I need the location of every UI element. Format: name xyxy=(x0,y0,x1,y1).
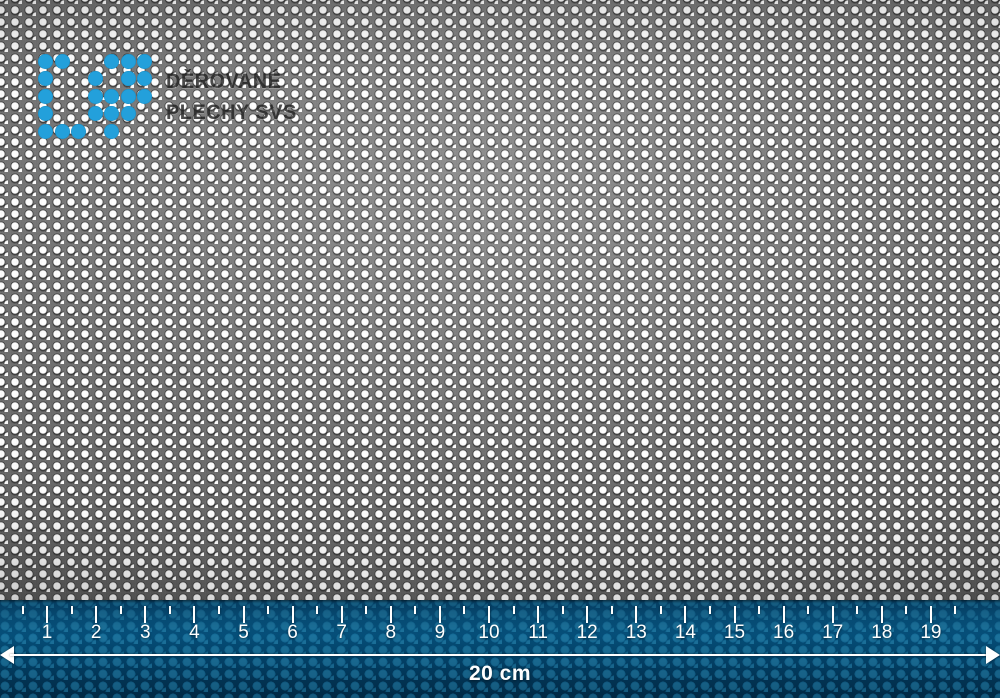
ruler-tick-major xyxy=(880,606,883,623)
logo-dot xyxy=(38,54,53,69)
arrow-left-icon xyxy=(0,646,14,664)
logo-dot xyxy=(120,88,136,104)
ruler-tick-minor xyxy=(267,606,270,614)
logo-dot xyxy=(120,71,136,87)
ruler-tick-label: 5 xyxy=(238,622,249,643)
ruler-tick-major xyxy=(95,606,98,623)
logo-dot xyxy=(54,54,70,69)
ruler-tick-major xyxy=(389,606,392,623)
ruler-tick-minor xyxy=(610,606,613,614)
logo-dot xyxy=(120,106,136,122)
brand-logo-line1: DĚROVANÉ xyxy=(166,70,282,93)
ruler-tick-major xyxy=(438,606,441,623)
ruler-tick-label: 4 xyxy=(189,622,200,643)
ruler-tick-label: 17 xyxy=(822,622,844,643)
ruler-tick-major xyxy=(733,606,736,623)
ruler-tick-minor xyxy=(365,606,368,614)
ruler-tick-minor xyxy=(168,606,171,614)
ruler-tick-major xyxy=(782,606,785,623)
logo-dot xyxy=(87,106,103,122)
ruler-tick-major xyxy=(831,606,834,623)
ruler-tick-label: 8 xyxy=(385,622,397,643)
ruler-tick-major xyxy=(929,606,932,623)
ruler-tick-major xyxy=(586,606,589,623)
logo-dot xyxy=(137,71,152,87)
logo-dot xyxy=(38,106,53,122)
ruler-tick-label: 13 xyxy=(625,622,647,643)
ruler-tick-minor xyxy=(807,606,810,614)
ruler-tick-label: 18 xyxy=(871,622,893,643)
ruler-tick-minor xyxy=(758,606,761,614)
logo-dot xyxy=(104,106,119,122)
ruler-top-edge xyxy=(0,600,1000,603)
ruler-tick-minor xyxy=(217,606,220,614)
ruler-tick-minor xyxy=(954,606,957,614)
ruler-tick-minor xyxy=(708,606,711,614)
ruler-tick-minor xyxy=(659,606,662,614)
measurement-line xyxy=(10,654,990,656)
ruler-tick-minor xyxy=(119,606,122,614)
ruler-tick-major xyxy=(291,606,294,623)
ruler-tick-label: 2 xyxy=(90,622,102,643)
metal-texture-noise xyxy=(0,0,1000,600)
ruler-tick-minor xyxy=(414,606,417,614)
ruler-tick-major xyxy=(242,606,245,623)
logo-dot xyxy=(54,123,70,139)
logo-dot xyxy=(120,54,136,69)
ruler-tick-major xyxy=(488,606,490,623)
logo-dot xyxy=(71,123,86,139)
ruler-tick-label: 7 xyxy=(336,622,347,643)
logo-dot xyxy=(87,71,103,87)
ruler-total-label: 20 cm xyxy=(468,662,532,685)
ruler-tick-major xyxy=(340,606,343,623)
logo-dot xyxy=(87,88,103,104)
ruler-tick-major xyxy=(537,606,540,623)
ruler-tick-minor xyxy=(561,606,564,614)
ruler-tick-minor xyxy=(856,606,859,614)
ruler-tick-label: 6 xyxy=(287,622,298,643)
ruler-tick-label: 16 xyxy=(773,622,795,643)
logo-dot xyxy=(38,71,53,87)
ruler-tick-minor xyxy=(463,606,466,614)
logo-dot xyxy=(38,88,53,104)
logo-dot xyxy=(104,54,119,69)
ruler-tick-minor xyxy=(21,606,24,614)
ruler-tick-label: 14 xyxy=(674,622,696,643)
ruler-tick-label: 9 xyxy=(434,622,446,643)
ruler-tick-label: 3 xyxy=(140,622,151,643)
logo-dot xyxy=(137,88,152,104)
ruler-tick-label: 12 xyxy=(576,622,598,643)
logo-dot xyxy=(38,123,53,139)
ruler-tick-minor xyxy=(70,606,73,614)
ruler-tick-label: 10 xyxy=(478,622,500,643)
brand-logo-text: DĚROVANÉ PLECHY SVS xyxy=(166,66,346,128)
ruler-tick-major xyxy=(193,606,196,623)
dp-dot-matrix-logo xyxy=(38,54,154,140)
ruler-tick-major xyxy=(635,606,638,623)
ruler-tick-label: 1 xyxy=(41,622,53,643)
perforation-holes xyxy=(0,0,1000,600)
ruler-tick-minor xyxy=(316,606,319,614)
ruler-tick-minor xyxy=(905,606,908,614)
brand-logo: DĚROVANÉ PLECHY SVS xyxy=(38,54,338,144)
logo-dot xyxy=(104,88,119,104)
ruler-tick-minor xyxy=(512,606,515,614)
scale-ruler: 1 2 3 4 5 6 7 8 9 10 11 12 13 14 15 16 17 18 19 20 cm xyxy=(0,600,1000,698)
ruler-tick-major xyxy=(46,606,49,623)
brand-logo-line2: PLECHY SVS xyxy=(166,101,297,124)
arrow-right-icon xyxy=(986,646,1000,664)
ruler-tick-label: 19 xyxy=(920,622,942,643)
ruler-tick-major xyxy=(144,606,147,623)
ruler-tick-major xyxy=(684,606,687,623)
ruler-tick-label: 11 xyxy=(528,622,548,643)
logo-dot xyxy=(137,54,152,69)
logo-dot xyxy=(104,123,119,139)
ruler-tick-label: 15 xyxy=(723,622,746,643)
